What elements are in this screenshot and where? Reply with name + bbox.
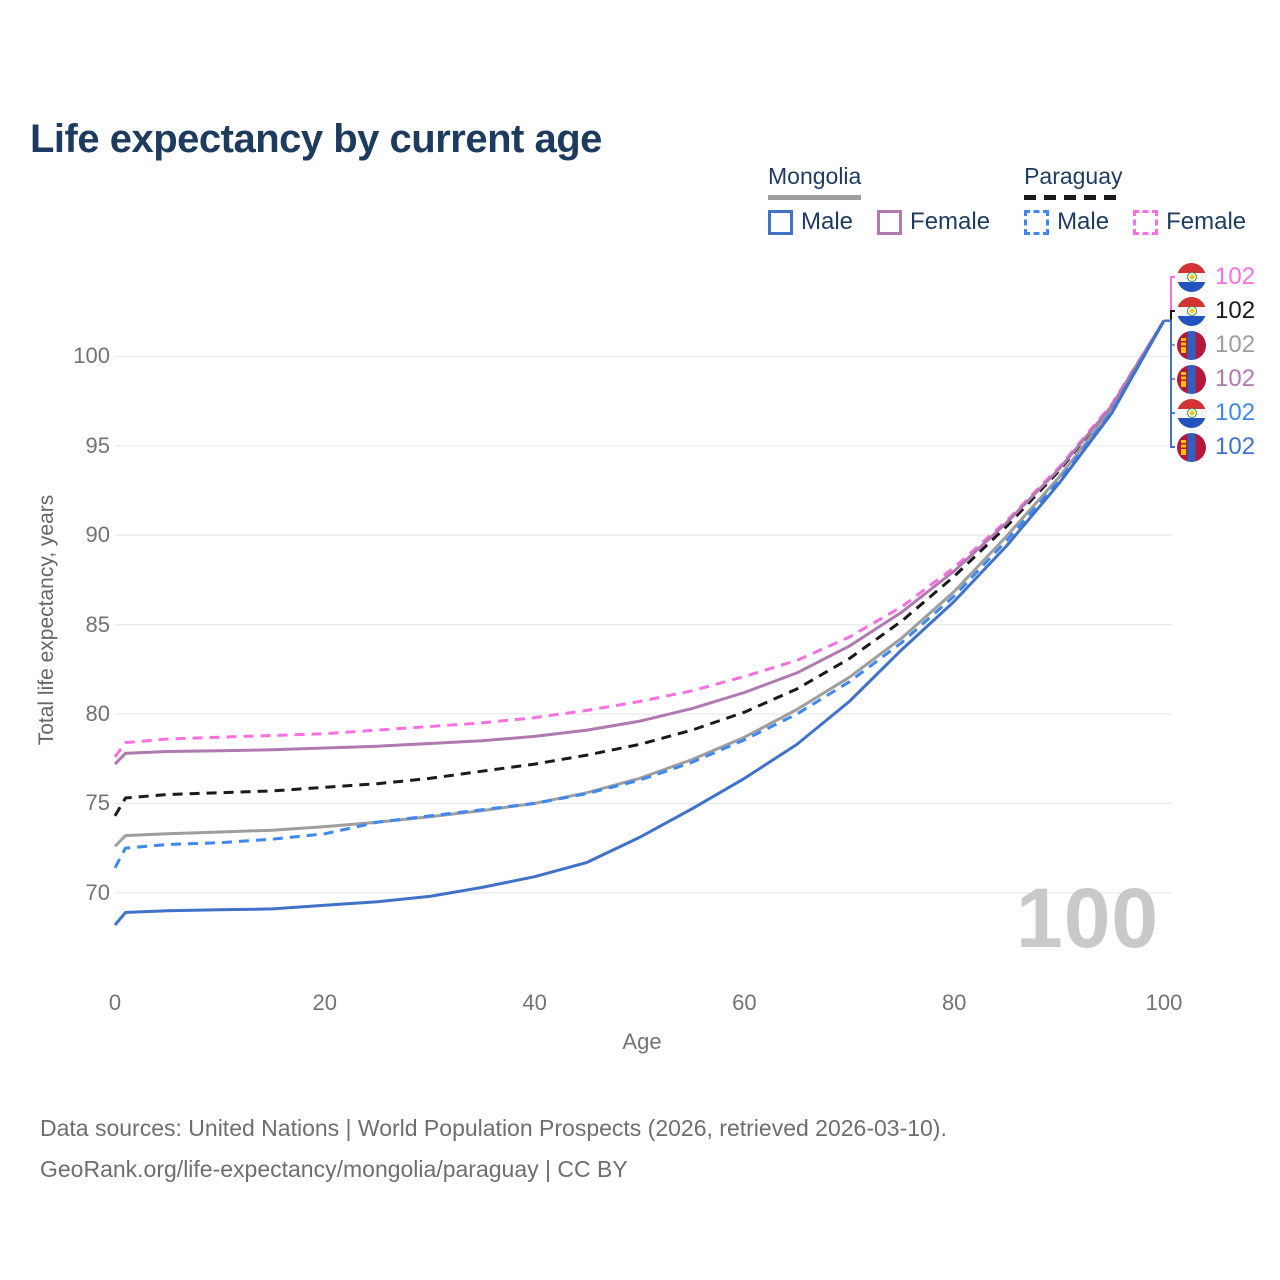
paraguay-line-style-swatch xyxy=(1024,195,1123,200)
mongolia-flag-icon xyxy=(1177,364,1206,394)
x-tick-label-80: 80 xyxy=(941,990,967,1015)
legend-group-mongolia: Mongolia Male Female xyxy=(768,163,990,236)
paraguay-female-swatch-icon xyxy=(1133,209,1159,235)
legend-item-mongolia-female[interactable]: Female xyxy=(877,208,990,236)
legend-country-label: Mongolia xyxy=(768,163,862,189)
paraguay-flag-icon xyxy=(1177,398,1206,428)
mongolia-male-swatch-icon xyxy=(768,209,793,235)
x-tick-label-100: 100 xyxy=(1145,990,1183,1015)
legend-country-label: Paraguay xyxy=(1024,163,1123,189)
end-value-paraguay-all: 102 xyxy=(1215,297,1256,324)
age-counter-watermark: 100 xyxy=(1016,871,1160,965)
series-line-mongolia-male[interactable] xyxy=(113,319,1166,926)
y-tick-label-95: 95 xyxy=(85,432,110,458)
legend-item-label: Male xyxy=(801,208,854,235)
y-tick-label-80: 80 xyxy=(85,701,110,726)
series-line-paraguay-male[interactable] xyxy=(113,319,1166,869)
end-label-paraguay-male: 102 xyxy=(1177,398,1255,428)
end-value-paraguay-female: 102 xyxy=(1215,263,1256,290)
y-tick-label-75: 75 xyxy=(85,790,110,816)
mongolia-female-swatch-icon xyxy=(877,209,903,235)
end-value-mongolia-all: 102 xyxy=(1215,331,1256,358)
legend-item-label: Male xyxy=(1057,208,1110,235)
end-label-connector-mongolia-female xyxy=(1164,319,1175,380)
end-label-mongolia-all: 102 xyxy=(1177,330,1255,360)
mongolia-flag-icon xyxy=(1177,330,1206,360)
legend-header-mongolia[interactable]: Mongolia xyxy=(768,163,862,200)
legend: Mongolia Male Female Paraguay Male xyxy=(768,163,1246,236)
x-tick-label-60: 60 xyxy=(732,990,757,1015)
legend-item-paraguay-male[interactable]: Male xyxy=(1024,208,1109,236)
paraguay-flag-icon xyxy=(1177,296,1206,326)
mongolia-flag-icon xyxy=(1177,432,1206,462)
footer-attribution: Data sources: United Nations | World Pop… xyxy=(40,1108,947,1190)
paraguay-male-swatch-icon xyxy=(1024,209,1050,235)
mongolia-line-style-swatch xyxy=(768,195,862,200)
end-label-paraguay-female: 102 xyxy=(1177,262,1255,292)
series-line-mongolia-female[interactable] xyxy=(113,319,1166,766)
legend-group-paraguay: Paraguay Male Female xyxy=(1024,163,1246,236)
end-label-paraguay-all: 102 xyxy=(1177,296,1255,326)
end-label-connector-mongolia-all xyxy=(1164,319,1175,346)
y-tick-label-70: 70 xyxy=(85,879,110,905)
end-label-connector-paraguay-male xyxy=(1164,319,1175,414)
end-value-mongolia-female: 102 xyxy=(1215,365,1256,392)
end-label-connector-paraguay-all xyxy=(1164,310,1175,322)
legend-item-label: Female xyxy=(910,208,991,235)
series-line-paraguay-female[interactable] xyxy=(113,319,1166,758)
paraguay-flag-icon xyxy=(1177,262,1206,292)
source-url-line: GeoRank.org/life-expectancy/mongolia/par… xyxy=(40,1156,628,1182)
end-label-connector-paraguay-female xyxy=(1164,276,1175,322)
end-value-mongolia-male: 102 xyxy=(1215,433,1256,460)
end-value-paraguay-male: 102 xyxy=(1215,399,1256,426)
series-line-paraguay-all[interactable] xyxy=(113,319,1166,817)
series-line-mongolia-all[interactable] xyxy=(113,319,1166,848)
y-tick-label-85: 85 xyxy=(85,611,110,637)
legend-item-label: Female xyxy=(1166,208,1247,235)
x-tick-label-20: 20 xyxy=(312,990,338,1015)
y-tick-label-90: 90 xyxy=(85,522,110,548)
end-label-mongolia-male: 102 xyxy=(1177,432,1255,462)
page-title: Life expectancy by current age xyxy=(30,116,602,161)
legend-header-paraguay[interactable]: Paraguay xyxy=(1024,163,1123,200)
x-tick-label-40: 40 xyxy=(522,990,547,1015)
end-label-mongolia-female: 102 xyxy=(1177,364,1255,394)
end-label-connector-mongolia-male xyxy=(1164,319,1175,448)
x-tick-label-0: 0 xyxy=(108,990,122,1015)
x-axis-title: Age xyxy=(622,1029,662,1054)
data-sources-line: Data sources: United Nations | World Pop… xyxy=(40,1115,947,1141)
legend-item-mongolia-male[interactable]: Male xyxy=(768,208,853,236)
y-tick-label-100: 100 xyxy=(73,343,110,369)
legend-item-paraguay-female[interactable]: Female xyxy=(1133,208,1246,236)
